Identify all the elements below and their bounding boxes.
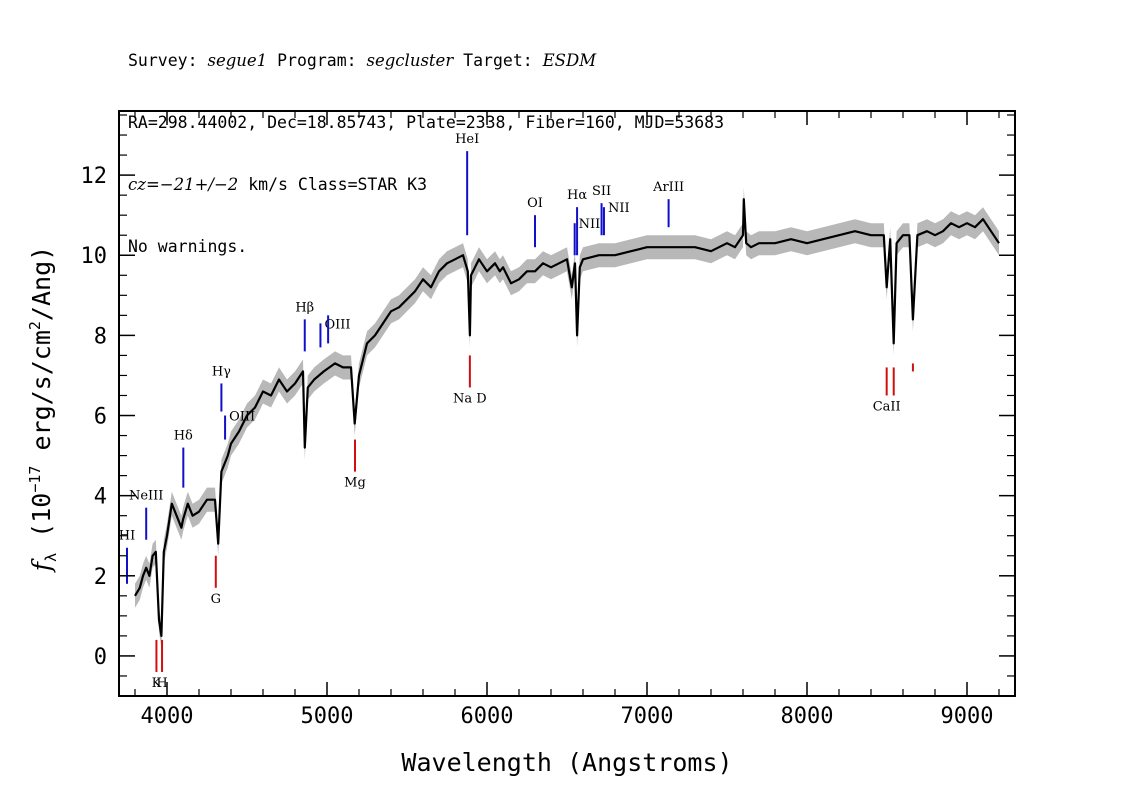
plot-frame	[118, 110, 1016, 697]
class-text: km/s Class=STAR K3	[238, 174, 428, 194]
emission-label-h: Hα	[567, 188, 587, 203]
survey-value: segue1	[207, 51, 268, 71]
emission-label-h: Hγ	[212, 364, 231, 379]
spectrum-series	[134, 198, 1000, 638]
y-axis-title-exp1: −17	[26, 466, 44, 493]
emission-label-oiii: OIII	[324, 317, 350, 332]
y-axis-title-pre: (10	[27, 493, 56, 553]
absorption-label-na-d: Na D	[453, 391, 487, 406]
axis-ticks: 4000 5000 6000 7000 8000 9000 0 2 4 6 8 10 12	[81, 111, 1015, 729]
x-axis-title: Wavelength (Angstroms)	[401, 748, 732, 777]
x-tick-label: 8000	[781, 704, 834, 729]
emission-label-neiii: NeIII	[129, 489, 163, 504]
y-tick-label: 8	[94, 324, 107, 349]
spectrum-line	[134, 198, 1000, 638]
header-line-redshift: cz=−21+/−2 km/s Class=STAR K3	[128, 175, 724, 196]
y-tick-label: 12	[81, 164, 108, 189]
y-tick-label: 6	[94, 405, 107, 430]
cz-value: =−21+/−2	[145, 174, 239, 194]
absorption-label-mg: Mg	[344, 476, 366, 491]
emission-label-nii: NII	[608, 201, 630, 216]
error-band-area	[135, 187, 999, 648]
x-tick-label: 4000	[141, 704, 194, 729]
y-tick-label: 10	[81, 244, 108, 269]
emission-label-sii: SII	[592, 184, 611, 199]
x-tick-label: 6000	[461, 704, 514, 729]
emission-label-hei: HeI	[455, 132, 479, 147]
spectrum-header: Survey: segue1 Program: segcluster Targe…	[128, 10, 724, 278]
y-axis-title-f: f	[27, 558, 56, 573]
program-label: Program:	[267, 51, 367, 71]
absorption-label-g: G	[211, 592, 221, 607]
emission-label-oi: OI	[527, 196, 543, 211]
target-value: ESDM	[542, 51, 597, 71]
cz-label: cz	[128, 174, 146, 194]
x-tick-label: 9000	[941, 704, 994, 729]
y-tick-label: 2	[94, 565, 107, 590]
header-line-coordinates: RA=298.44002, Dec=18.85743, Plate=2338, …	[128, 112, 725, 132]
header-line-survey: Survey: segue1 Program: segcluster Targe…	[128, 51, 724, 72]
x-tick-label: 5000	[301, 704, 354, 729]
absorption-label-caii: CaII	[873, 399, 901, 414]
target-label: Target:	[453, 51, 543, 71]
program-value: segcluster	[366, 51, 454, 71]
emission-label-h: Hδ	[174, 429, 193, 444]
emission-label-nii: NII	[579, 217, 601, 232]
emission-label-ariii: ArIII	[652, 180, 684, 195]
emission-label-h: Hβ	[295, 300, 314, 315]
y-axis-title-lambda: λ	[42, 553, 60, 562]
y-axis-title-exp2: 2	[26, 321, 44, 330]
x-tick-label: 7000	[621, 704, 674, 729]
y-axis-title-mid: erg/s/cm	[27, 330, 56, 465]
y-tick-label: 0	[94, 645, 107, 670]
emission-label-oiii: OIII	[229, 410, 255, 425]
absorption-label-k: K	[152, 676, 162, 691]
header-line-warnings: No warnings.	[128, 236, 248, 256]
y-axis-title: fλ (10−17 erg/s/cm2/Ang)	[26, 246, 60, 573]
error-band	[135, 187, 999, 648]
absorption-label-h: H	[156, 676, 167, 691]
y-tick-label: 4	[94, 485, 107, 510]
y-axis-title-post: /Ang)	[27, 246, 56, 321]
survey-label: Survey:	[128, 51, 208, 71]
